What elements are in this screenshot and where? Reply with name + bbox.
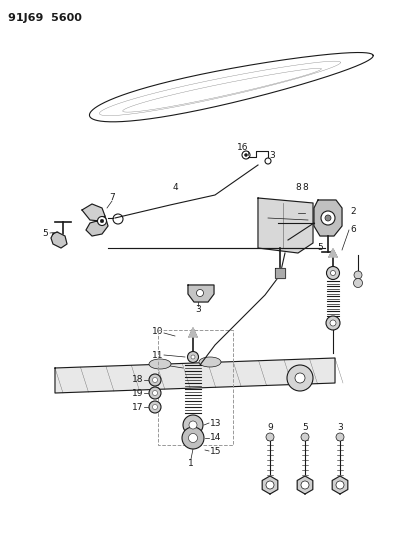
Polygon shape [275,268,285,278]
Text: 9: 9 [267,424,273,432]
Circle shape [301,481,309,489]
Circle shape [187,351,198,362]
Circle shape [149,374,161,386]
Polygon shape [297,476,313,494]
Text: 5: 5 [317,244,323,253]
Text: 91J69  5600: 91J69 5600 [8,13,82,23]
Circle shape [266,433,274,441]
Text: 1: 1 [188,458,194,467]
Text: 8: 8 [302,183,308,192]
Circle shape [266,481,274,489]
Circle shape [100,219,104,223]
Text: 3: 3 [337,424,343,432]
Circle shape [336,433,344,441]
Text: 11: 11 [152,351,163,359]
Text: 3: 3 [195,305,201,314]
Text: 3: 3 [269,150,275,159]
Circle shape [245,154,247,157]
Circle shape [295,373,305,383]
Polygon shape [332,476,348,494]
Text: 5: 5 [42,229,48,238]
Text: 18: 18 [131,376,143,384]
Polygon shape [82,204,105,221]
Text: 17: 17 [131,402,143,411]
Text: 6: 6 [350,225,356,235]
Text: 14: 14 [210,433,222,442]
Text: 12: 12 [152,360,163,369]
Polygon shape [89,53,373,122]
Circle shape [189,421,197,429]
Circle shape [325,215,331,221]
Text: 15: 15 [210,447,222,456]
Circle shape [152,405,158,409]
Circle shape [183,415,203,435]
Ellipse shape [149,359,171,369]
Circle shape [189,433,197,442]
Circle shape [191,355,195,359]
Circle shape [336,481,344,489]
Ellipse shape [199,357,221,367]
Text: 10: 10 [152,327,163,336]
Polygon shape [188,285,214,302]
Circle shape [98,216,106,225]
Circle shape [287,365,313,391]
Text: 19: 19 [131,389,143,398]
Circle shape [301,433,309,441]
Circle shape [326,316,340,330]
Text: 4: 4 [172,183,178,192]
Circle shape [321,211,335,225]
Text: 2: 2 [350,207,356,216]
Circle shape [152,391,158,395]
Polygon shape [86,216,108,236]
Circle shape [330,320,336,326]
Text: 8: 8 [295,182,301,191]
Text: 13: 13 [210,418,222,427]
Circle shape [182,427,204,449]
Polygon shape [51,232,67,248]
Text: 9: 9 [287,208,293,217]
Polygon shape [329,249,337,257]
Circle shape [197,289,204,296]
Text: 16: 16 [237,142,249,151]
Bar [158,330,233,445]
Polygon shape [262,476,278,494]
Circle shape [353,279,362,287]
Polygon shape [314,200,342,236]
Circle shape [326,266,339,279]
Circle shape [330,271,335,276]
Polygon shape [55,358,335,393]
Polygon shape [189,328,197,337]
Polygon shape [258,198,313,253]
Circle shape [149,387,161,399]
Circle shape [152,377,158,383]
Circle shape [354,271,362,279]
Text: 5: 5 [302,424,308,432]
Circle shape [149,401,161,413]
Text: 7: 7 [109,193,115,203]
